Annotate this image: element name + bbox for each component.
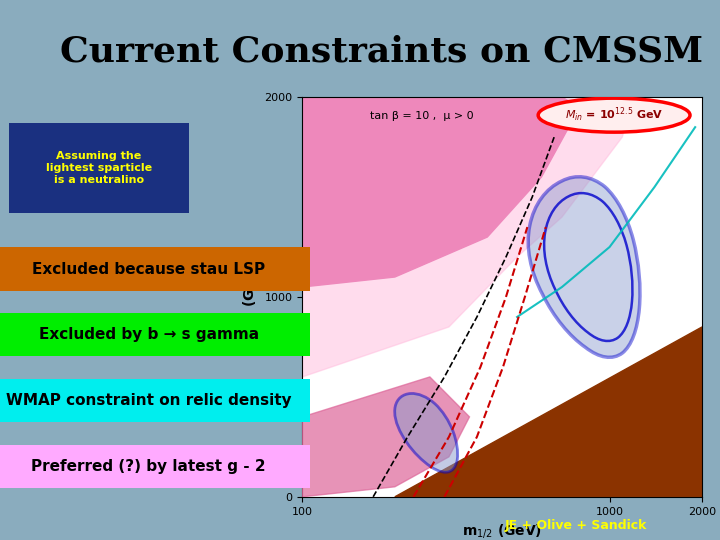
Text: Excluded because stau LSP: Excluded because stau LSP: [32, 262, 265, 276]
FancyBboxPatch shape: [0, 313, 311, 356]
Text: Current Constraints on CMSSM: Current Constraints on CMSSM: [60, 35, 703, 68]
Y-axis label: m$_0$ (GeV): m$_0$ (GeV): [242, 261, 259, 333]
FancyBboxPatch shape: [0, 379, 311, 422]
Polygon shape: [395, 327, 702, 497]
Ellipse shape: [395, 394, 458, 472]
X-axis label: m$_{1/2}$ (GeV): m$_{1/2}$ (GeV): [462, 522, 542, 540]
FancyBboxPatch shape: [0, 247, 311, 291]
Text: $M_{in}$ = 10$^{12.5}$ GeV: $M_{in}$ = 10$^{12.5}$ GeV: [565, 106, 663, 124]
Polygon shape: [302, 97, 580, 287]
Polygon shape: [302, 377, 469, 497]
Polygon shape: [302, 97, 634, 377]
Ellipse shape: [528, 177, 640, 357]
Text: tan β = 10 ,  μ > 0: tan β = 10 , μ > 0: [371, 111, 474, 121]
FancyBboxPatch shape: [0, 445, 311, 488]
Ellipse shape: [538, 98, 690, 132]
Text: Assuming the
lightest sparticle
is a neutralino: Assuming the lightest sparticle is a neu…: [46, 151, 152, 185]
FancyBboxPatch shape: [9, 123, 189, 213]
Text: JE + Olive + Sandick: JE + Olive + Sandick: [505, 519, 647, 532]
Text: WMAP constraint on relic density: WMAP constraint on relic density: [6, 393, 292, 408]
Text: Preferred (?) by latest g - 2: Preferred (?) by latest g - 2: [31, 459, 266, 474]
Text: Excluded by b → s gamma: Excluded by b → s gamma: [39, 327, 258, 342]
